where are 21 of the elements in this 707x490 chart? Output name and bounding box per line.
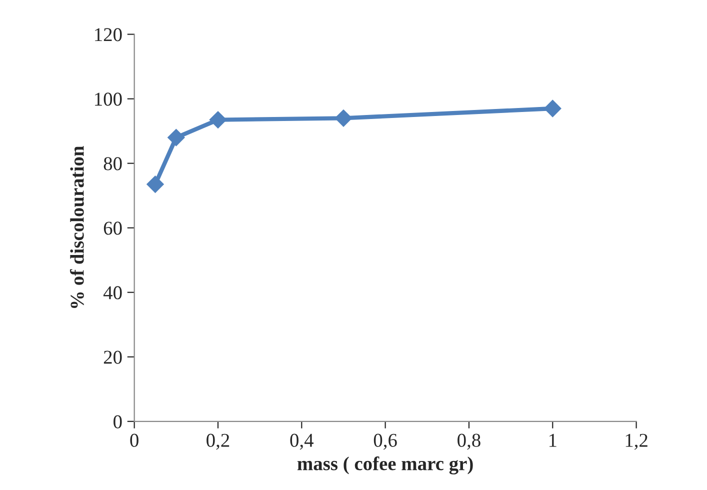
x-tick-label: 0,6 [374,434,397,450]
x-tick-label: 1 [549,434,556,447]
x-tick-label: 0,2 [206,434,230,450]
y-tick-label: 80 [104,157,122,170]
y-axis-title: % of discolouration [70,146,84,308]
x-axis-title: mass ( cofee marc gr) [297,456,473,474]
x-tick-label: 0,4 [290,434,314,450]
y-tick-label: 60 [104,222,122,235]
y-tick-label: 0 [114,415,122,428]
point [146,175,164,194]
point [544,100,562,118]
x-tick-label: 0 [130,434,138,447]
y-tick-label: 120 [95,28,122,42]
y-tick-label: 100 [95,92,122,106]
x-tick-label: 0,8 [458,434,480,450]
y-tick-label: 20 [104,350,122,364]
point [167,128,185,146]
x-tick-label: 1,2 [626,434,648,450]
point [334,109,352,128]
point [209,110,227,129]
y-tick-label: 40 [103,286,122,300]
